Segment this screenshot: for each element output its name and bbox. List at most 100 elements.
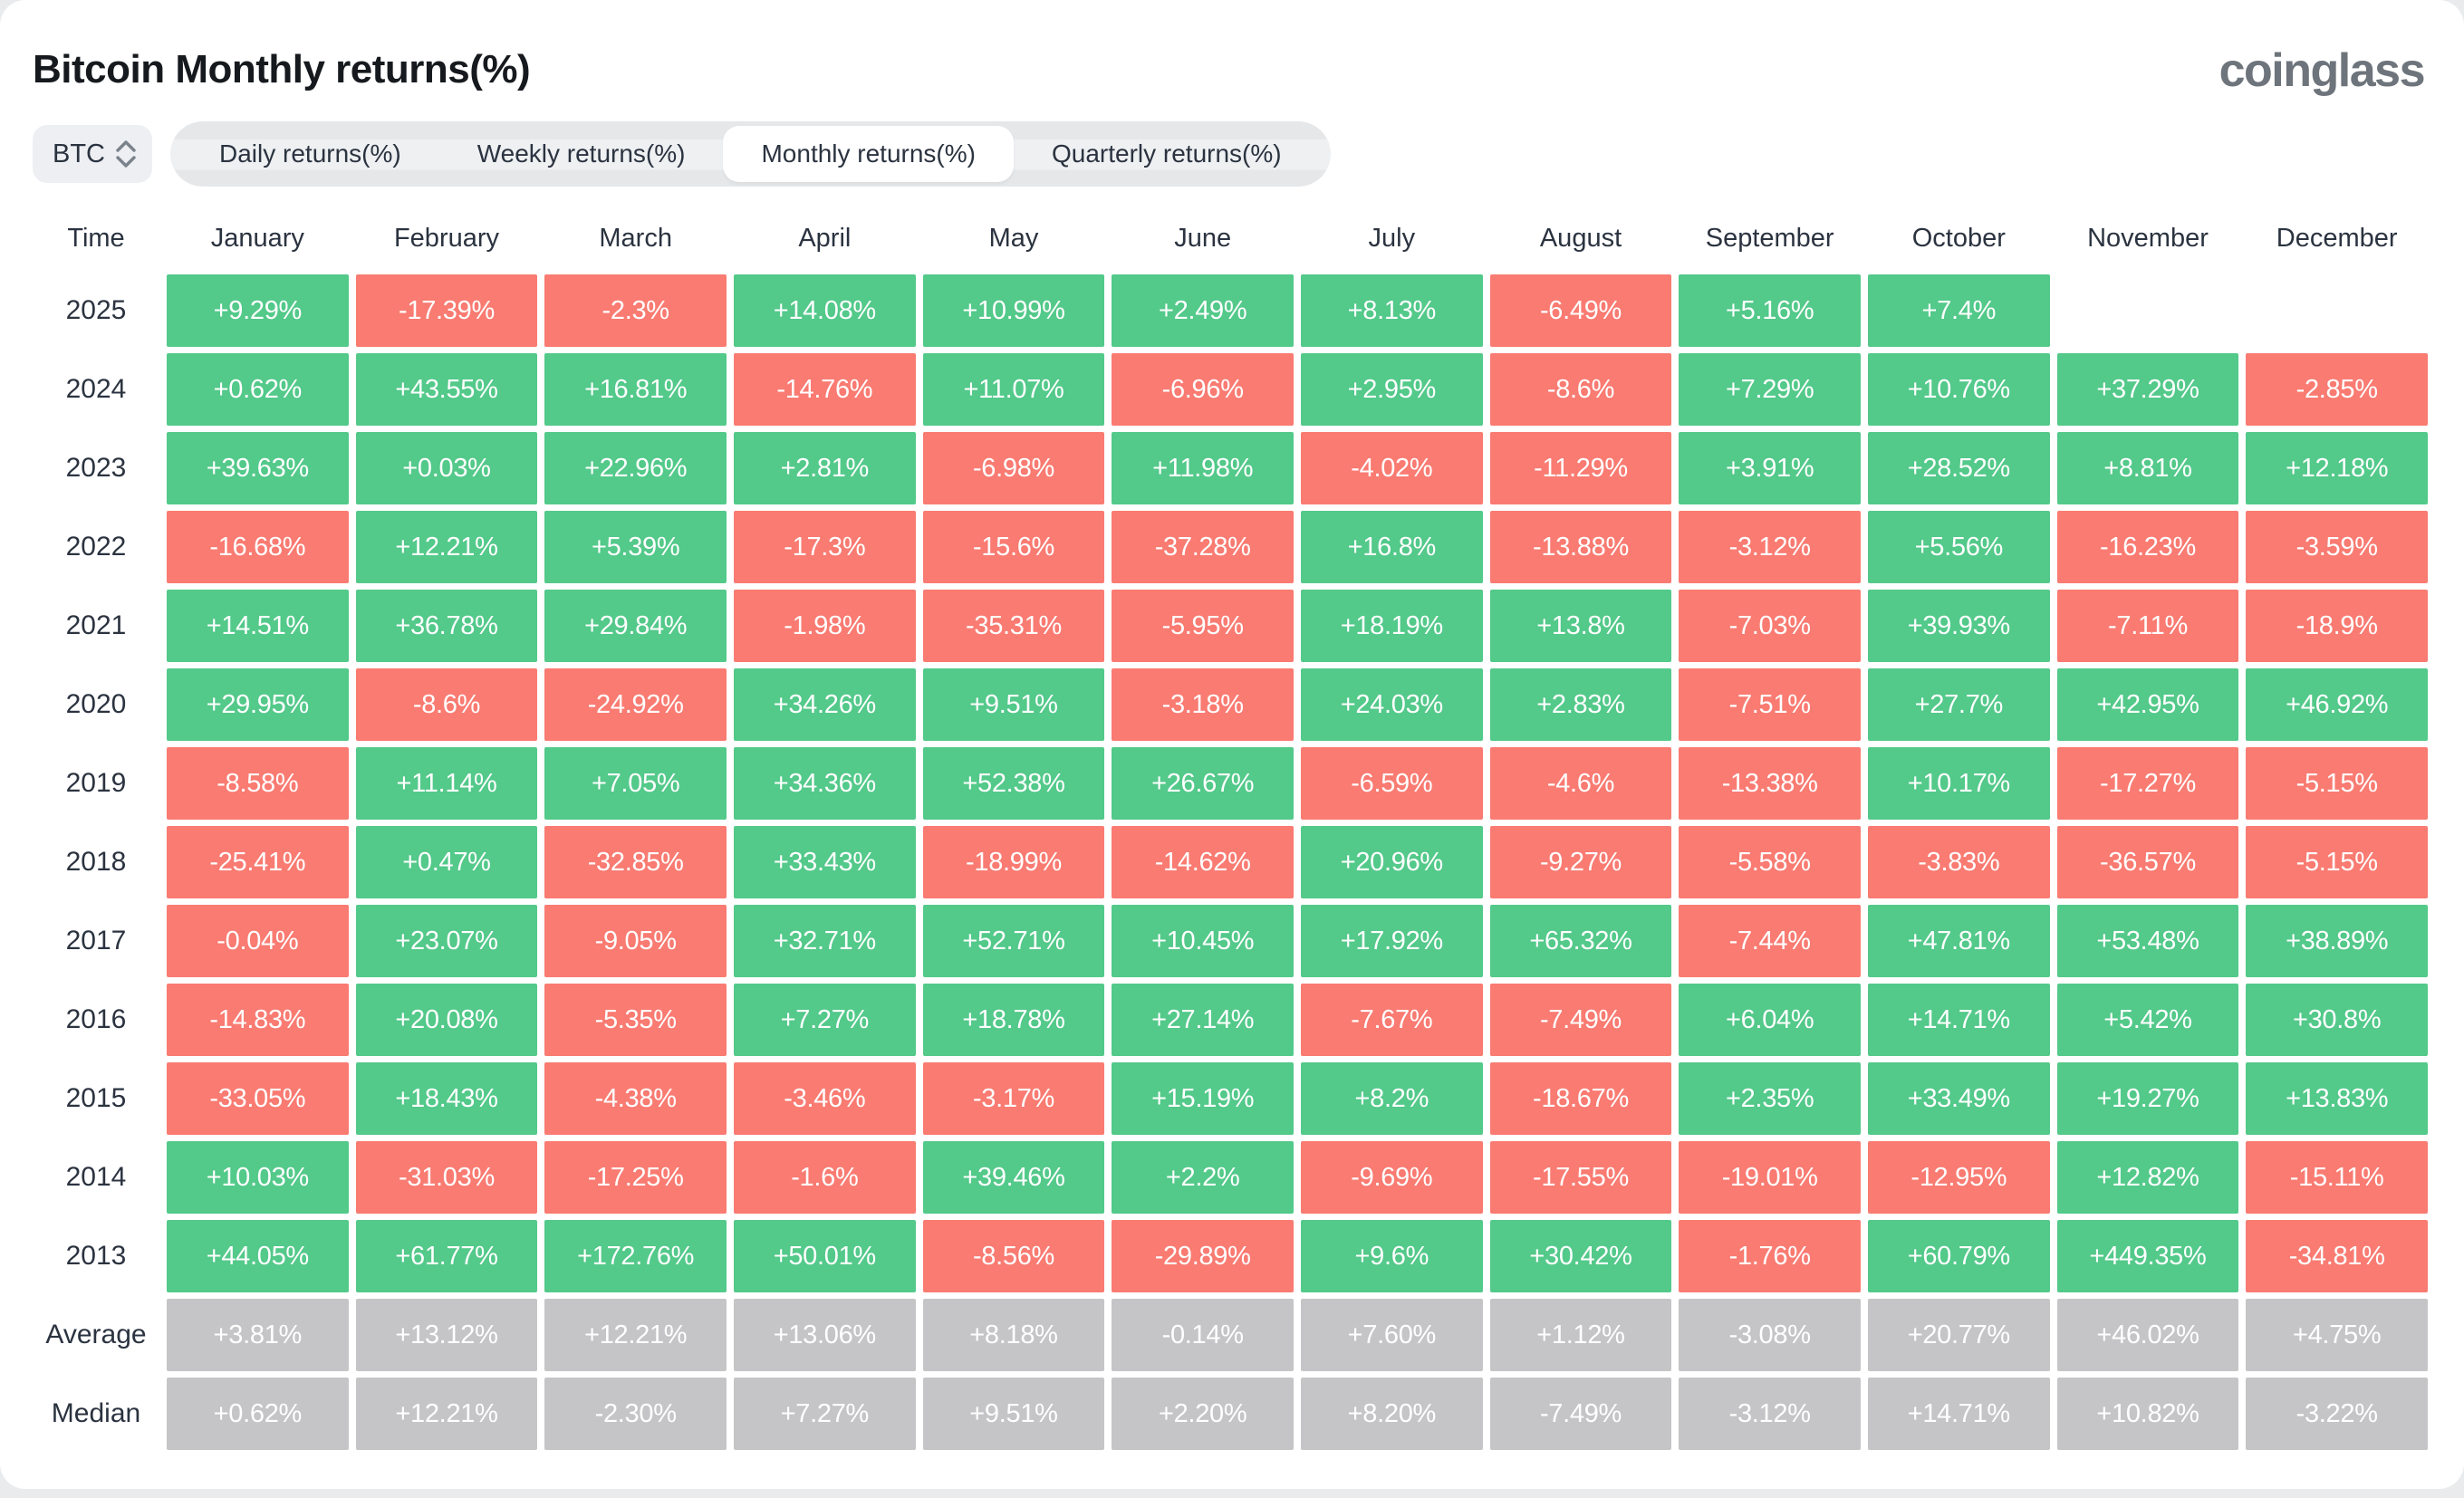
return-cell: +42.95%	[2056, 668, 2239, 741]
returns-period-tabs: Daily returns(%) Weekly returns(%) Monthly…	[170, 121, 1331, 187]
return-cell: +37.29%	[2056, 353, 2239, 426]
return-cell: +9.6%	[1301, 1220, 1483, 1292]
return-cell: -9.27%	[1489, 826, 1672, 898]
return-cell: +4.75%	[2246, 1299, 2428, 1371]
return-cell: +22.96%	[544, 432, 727, 504]
return-cell: +9.29%	[167, 274, 349, 347]
return-cell: -33.05%	[167, 1062, 349, 1135]
return-cell: +20.77%	[1868, 1299, 2050, 1371]
return-cell: +5.39%	[544, 511, 727, 583]
return-cell: +7.29%	[1679, 353, 1861, 426]
row-label-2025: 2025	[65, 295, 127, 325]
return-cell: +7.60%	[1301, 1299, 1483, 1371]
return-cell: +12.21%	[544, 1299, 727, 1371]
return-cell: -17.25%	[544, 1141, 727, 1214]
return-cell: -6.59%	[1301, 747, 1483, 820]
return-cell: +5.16%	[1679, 274, 1861, 347]
return-cell: -5.58%	[1679, 826, 1861, 898]
return-cell: +33.43%	[734, 826, 916, 898]
return-cell: +2.81%	[734, 432, 916, 504]
return-cell: -9.05%	[544, 905, 727, 977]
return-cell: -6.98%	[922, 432, 1105, 504]
return-cell: +3.81%	[167, 1299, 349, 1371]
return-cell: +6.04%	[1679, 984, 1861, 1056]
return-cell: +16.81%	[544, 353, 727, 426]
return-cell: +15.19%	[1112, 1062, 1294, 1135]
return-cell: -1.6%	[734, 1141, 916, 1214]
return-cell: -15.6%	[922, 511, 1105, 583]
return-cell: +12.21%	[355, 1378, 538, 1450]
row-label-2017: 2017	[65, 926, 127, 955]
return-cell: -3.17%	[922, 1062, 1105, 1135]
return-cell: +9.51%	[922, 668, 1105, 741]
return-cell: -7.03%	[1679, 590, 1861, 662]
tab-daily-returns[interactable]: Daily returns(%)	[219, 139, 401, 168]
return-cell: +16.8%	[1301, 511, 1483, 583]
coin-selector[interactable]: BTC	[33, 125, 152, 183]
return-cell: -29.89%	[1112, 1220, 1294, 1292]
return-cell: -19.01%	[1679, 1141, 1861, 1214]
return-cell: -7.44%	[1679, 905, 1861, 977]
return-cell: +449.35%	[2056, 1220, 2239, 1292]
return-cell: +7.4%	[1868, 274, 2050, 347]
col-header-october: October	[1911, 223, 2006, 253]
return-cell: -7.11%	[2056, 590, 2239, 662]
return-cell: +14.71%	[1868, 1378, 2050, 1450]
return-cell: -8.6%	[1489, 353, 1672, 426]
col-header-august: August	[1539, 223, 1622, 253]
row-label-2015: 2015	[65, 1083, 127, 1113]
return-cell: -6.49%	[1489, 274, 1672, 347]
return-cell: -17.55%	[1489, 1141, 1672, 1214]
return-cell: -37.28%	[1112, 511, 1294, 583]
return-cell: +27.14%	[1112, 984, 1294, 1056]
col-header-july: July	[1368, 223, 1416, 253]
return-cell: +7.05%	[544, 747, 727, 820]
return-cell: +14.51%	[167, 590, 349, 662]
return-cell: +0.47%	[355, 826, 538, 898]
return-cell: +10.03%	[167, 1141, 349, 1214]
return-cell: -5.35%	[544, 984, 727, 1056]
return-cell: +34.36%	[734, 747, 916, 820]
return-cell: -3.59%	[2246, 511, 2428, 583]
return-cell: +11.07%	[922, 353, 1105, 426]
return-cell: +39.46%	[922, 1141, 1105, 1214]
col-header-september: September	[1705, 223, 1834, 253]
tab-quarterly-returns[interactable]: Quarterly returns(%)	[1051, 139, 1282, 168]
return-cell: -35.31%	[922, 590, 1105, 662]
return-cell: -2.3%	[544, 274, 727, 347]
tab-weekly-returns[interactable]: Weekly returns(%)	[476, 139, 686, 168]
return-cell: +18.78%	[922, 984, 1105, 1056]
return-cell: +44.05%	[167, 1220, 349, 1292]
return-cell: -11.29%	[1489, 432, 1672, 504]
row-label-2019: 2019	[65, 768, 127, 798]
return-cell: -3.83%	[1868, 826, 2050, 898]
return-cell: +52.71%	[922, 905, 1105, 977]
return-cell: +61.77%	[355, 1220, 538, 1292]
return-cell: -7.49%	[1489, 1378, 1672, 1450]
return-cell: +11.14%	[355, 747, 538, 820]
return-cell: -6.96%	[1112, 353, 1294, 426]
col-header-december: December	[2276, 223, 2398, 253]
return-cell: +43.55%	[355, 353, 538, 426]
return-cell: +30.8%	[2246, 984, 2428, 1056]
topbar: Bitcoin Monthly returns(%) coinglass	[0, 0, 2464, 94]
return-cell: +5.42%	[2056, 984, 2239, 1056]
row-label-2018: 2018	[65, 847, 127, 877]
tab-monthly-returns[interactable]: Monthly returns(%)	[723, 126, 1014, 182]
return-cell: +10.99%	[922, 274, 1105, 347]
return-cell: +10.17%	[1868, 747, 2050, 820]
return-cell: -1.76%	[1679, 1220, 1861, 1292]
return-cell: -3.12%	[1679, 511, 1861, 583]
return-cell: -13.88%	[1489, 511, 1672, 583]
return-cell: -14.83%	[167, 984, 349, 1056]
col-header-may: May	[988, 223, 1039, 253]
return-cell: +0.03%	[355, 432, 538, 504]
return-cell: -8.58%	[167, 747, 349, 820]
col-header-april: April	[798, 223, 852, 253]
return-cell: +2.83%	[1489, 668, 1672, 741]
return-cell: -9.69%	[1301, 1141, 1483, 1214]
return-cell: -13.38%	[1679, 747, 1861, 820]
col-header-march: March	[599, 223, 672, 253]
return-cell: -32.85%	[544, 826, 727, 898]
